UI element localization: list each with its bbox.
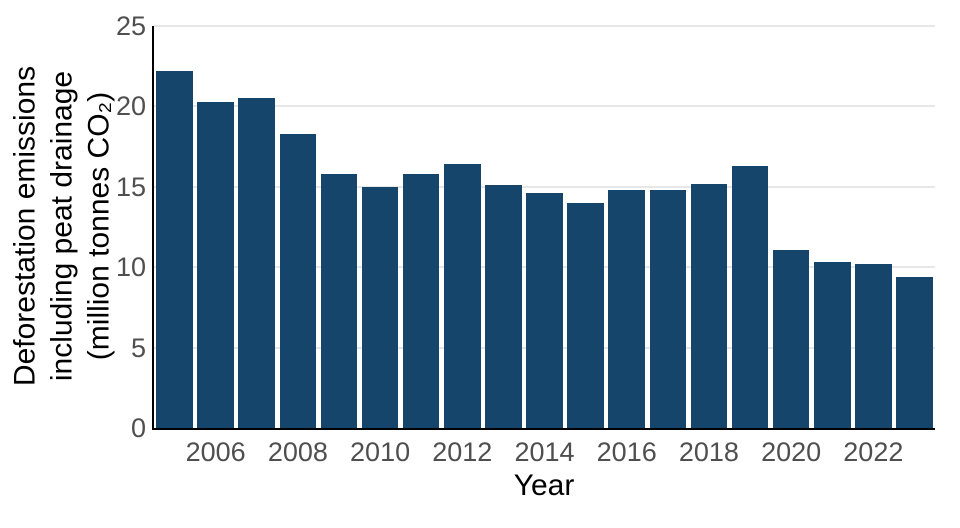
bar-2010 (361, 186, 399, 428)
bar-2019 (731, 165, 769, 428)
bar-2009 (320, 173, 358, 428)
x-axis-title: Year (513, 469, 575, 502)
y-tick-label-25: 25 (115, 11, 146, 41)
gridline-20 (154, 105, 935, 108)
bar-2012 (443, 164, 481, 428)
x-tick-label-2006: 2006 (185, 437, 246, 467)
bar-2020 (772, 249, 810, 428)
bar-2016 (608, 190, 645, 428)
bar-2023 (896, 276, 933, 428)
gridline-25 (154, 25, 935, 27)
bar-2015 (567, 202, 604, 428)
x-tick-label-2020: 2020 (761, 437, 822, 467)
bar-2022 (855, 263, 892, 428)
bar-2014 (526, 193, 563, 428)
bar-2017 (649, 190, 687, 428)
bar-2005 (156, 71, 193, 428)
x-tick-label-2014: 2014 (514, 437, 575, 467)
x-tick-label-2018: 2018 (678, 437, 739, 467)
x-tick-label-2010: 2010 (350, 437, 411, 467)
y-tick-label-5: 5 (130, 332, 146, 363)
plot-panel (152, 25, 935, 430)
x-axis-tick-labels: 2006 2008 2010 2012 2014 2016 2018 2020 2022 (154, 438, 935, 468)
bar-2011 (402, 173, 440, 428)
y-axis-tick-labels: 0 5 10 15 20 25 (0, 12, 146, 442)
x-tick-label-2008: 2008 (267, 437, 328, 467)
y-tick-label-15: 15 (115, 171, 146, 202)
bar-2006 (197, 101, 234, 428)
bar-2013 (485, 185, 522, 428)
bar-2021 (813, 262, 851, 428)
bar-2018 (690, 183, 728, 428)
gridline-15 (154, 185, 935, 188)
bar-2008 (279, 133, 317, 428)
x-tick-label-2022: 2022 (843, 437, 904, 467)
x-tick-label-2016: 2016 (596, 437, 657, 467)
bar-2007 (238, 98, 276, 428)
y-tick-label-20: 20 (115, 91, 146, 122)
y-tick-label-0: 0 (130, 413, 146, 443)
y-tick-label-10: 10 (115, 252, 146, 283)
x-tick-label-2012: 2012 (432, 437, 493, 467)
